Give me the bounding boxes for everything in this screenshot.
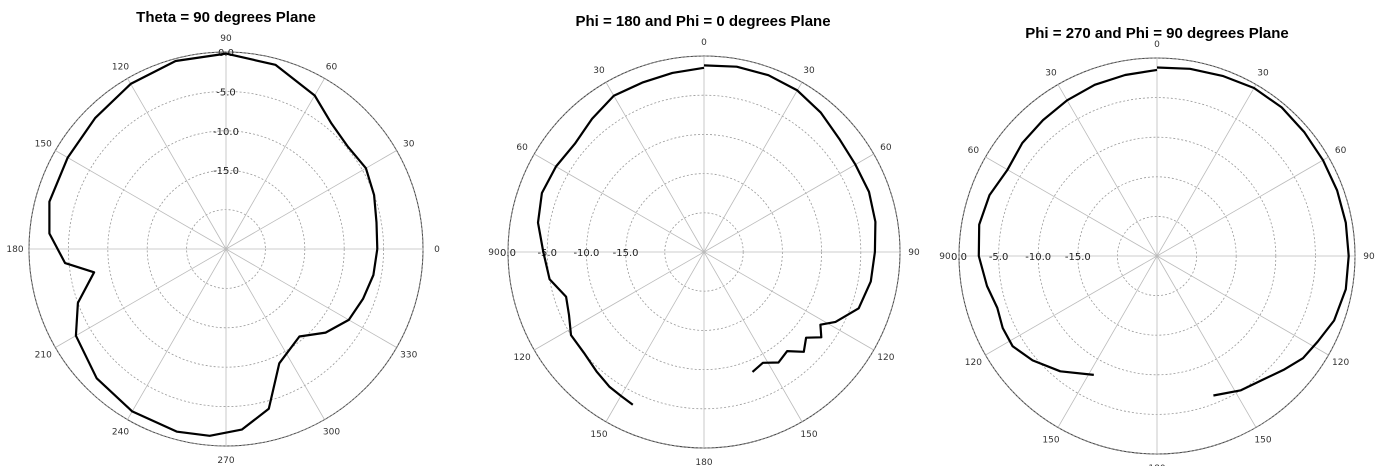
angle-tick-label: 0 xyxy=(434,245,440,255)
grid-spoke xyxy=(55,150,227,250)
angle-tick-label: 30 xyxy=(1257,68,1269,78)
grid-spoke xyxy=(225,78,325,250)
grid-spoke xyxy=(534,251,705,351)
chart-title: Theta = 90 degrees Plane xyxy=(136,9,316,26)
radial-tick-label: -15.0 xyxy=(1065,252,1091,263)
angle-tick-label: 30 xyxy=(593,66,605,76)
chart-title: Phi = 180 and Phi = 0 degrees Plane xyxy=(575,13,830,30)
radial-tick-label: -10.0 xyxy=(1025,252,1051,263)
grid-spoke xyxy=(127,248,227,420)
angle-tick-label: 120 xyxy=(514,353,531,363)
grid-spoke xyxy=(1057,255,1158,428)
angle-tick-label: 120 xyxy=(965,358,982,368)
angle-tick-label: 240 xyxy=(112,428,129,438)
angle-tick-label: 60 xyxy=(1335,146,1347,156)
angle-tick-label: 150 xyxy=(35,140,52,150)
angle-tick-label: 90 xyxy=(1363,252,1375,262)
angle-tick-label: 0 xyxy=(1154,40,1160,50)
radial-tick-label: -15.0 xyxy=(213,166,239,177)
polar-chart-theta-90: Theta = 90 degrees Plane 0 30 60 90 120 150 18… xyxy=(0,0,460,466)
grid-spoke xyxy=(703,153,874,253)
grid-spoke xyxy=(985,156,1158,257)
grid-spoke xyxy=(225,248,397,348)
radial-tick-label: -5.0 xyxy=(537,248,557,259)
angle-tick-label: 90 xyxy=(939,252,951,262)
chart-title: Phi = 270 and Phi = 90 degrees Plane xyxy=(1025,25,1288,42)
radial-tick-label: -5.0 xyxy=(216,87,236,98)
angle-tick-label: 330 xyxy=(400,351,417,361)
radial-tick-label: -10.0 xyxy=(213,127,239,138)
series-line xyxy=(977,68,1158,376)
polar-plot-area: 03060901201501802102402703003300.0-5.0-1… xyxy=(6,34,440,466)
radial-tick-label: -15.0 xyxy=(613,248,639,259)
angle-tick-label: 120 xyxy=(877,353,894,363)
angle-tick-label: 30 xyxy=(803,66,815,76)
angle-tick-label: 90 xyxy=(488,248,500,258)
angle-tick-label: 60 xyxy=(880,143,892,153)
angle-tick-label: 210 xyxy=(35,351,52,361)
polar-plot-area: 30 60 90 120 150 0 30 60 90 120 150 180 0.0 -5.0 -10.0… xyxy=(488,38,920,466)
polar-chart-phi-270-90: Phi = 270 and Phi = 90 degrees Plane 30 6… xyxy=(920,0,1379,466)
grid-spoke xyxy=(534,153,705,253)
angle-tick-label: 120 xyxy=(112,62,129,72)
angle-tick-label: 60 xyxy=(516,143,528,153)
polar-chart-phi-180-0: Phi = 180 and Phi = 0 degrees Plane 30 60… xyxy=(460,0,920,466)
grid-spoke xyxy=(985,255,1158,356)
polar-chart-svg: Phi = 180 and Phi = 0 degrees Plane 30 60… xyxy=(488,13,920,466)
radial-tick-label: -5.0 xyxy=(989,252,1009,263)
series-line xyxy=(536,66,705,406)
polar-plot-area: 30 60 90 120 150 0 30 60 90 120 150 180 0.0 -5.0 -10.0… xyxy=(939,40,1375,466)
radial-tick-label: 0.0 xyxy=(951,252,967,263)
angle-tick-label: 60 xyxy=(326,62,338,72)
grid-spoke xyxy=(703,251,803,422)
angle-tick-label: 300 xyxy=(323,428,340,438)
grid-spoke xyxy=(605,82,705,253)
grid-spoke xyxy=(1156,156,1329,257)
radial-tick-label: 0.0 xyxy=(500,248,516,259)
angle-tick-label: 150 xyxy=(1042,436,1059,446)
angle-tick-label: 180 xyxy=(1148,464,1165,466)
series-line xyxy=(1156,66,1350,397)
angle-tick-label: 120 xyxy=(1332,358,1349,368)
grid-spoke xyxy=(225,150,397,250)
grid-spoke xyxy=(703,82,803,253)
angle-tick-label: 90 xyxy=(908,248,920,258)
angle-tick-label: 150 xyxy=(1254,436,1271,446)
series-line xyxy=(48,52,379,437)
angle-tick-label: 60 xyxy=(968,146,980,156)
grid-spoke xyxy=(1156,84,1257,257)
angle-tick-label: 150 xyxy=(590,430,607,440)
angle-tick-label: 30 xyxy=(403,140,415,150)
grid-spoke xyxy=(1156,255,1257,428)
grid-spoke xyxy=(55,248,227,348)
angle-tick-label: 0 xyxy=(701,38,707,48)
grid-spoke xyxy=(1057,84,1158,257)
grid-spoke xyxy=(703,251,874,351)
grid-spoke xyxy=(605,251,705,422)
angle-tick-label: 150 xyxy=(800,430,817,440)
radial-tick-label: -10.0 xyxy=(573,248,599,259)
grid-spoke xyxy=(127,78,227,250)
grid-spoke xyxy=(225,248,325,420)
polar-chart-svg: Theta = 90 degrees Plane 0 30 60 90 120 150 18… xyxy=(6,9,440,466)
angle-tick-label: 90 xyxy=(220,34,232,44)
grid-spoke xyxy=(1156,255,1329,356)
angle-tick-label: 270 xyxy=(217,456,234,466)
series-line xyxy=(703,64,877,373)
angle-tick-label: 180 xyxy=(6,245,23,255)
polar-chart-svg: Phi = 270 and Phi = 90 degrees Plane 30 6… xyxy=(939,25,1375,466)
angle-tick-label: 30 xyxy=(1045,68,1057,78)
angle-tick-label: 180 xyxy=(695,458,712,466)
